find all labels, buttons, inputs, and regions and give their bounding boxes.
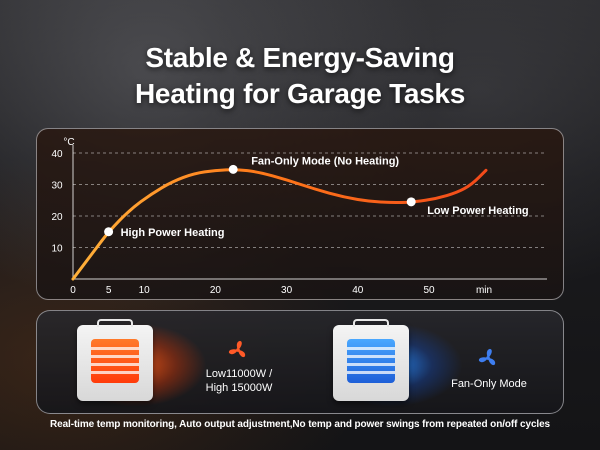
heater-handle (97, 319, 133, 327)
x-axis-label: min (476, 285, 492, 296)
x-tick-label: 40 (352, 285, 364, 296)
y-tick-label: 30 (51, 181, 63, 192)
y-tick-label: 40 (51, 149, 63, 160)
y-tick-label: 10 (51, 244, 63, 255)
heater-grille-hot (91, 339, 139, 383)
x-tick-label: 50 (423, 285, 435, 296)
x-tick-label: 10 (139, 285, 151, 296)
fan-blade (236, 340, 242, 350)
annotation-point (228, 164, 238, 174)
fan-blade (238, 350, 246, 358)
heat-mode-label-line2: High 15000W (205, 382, 273, 394)
x-tick-label: 0 (70, 285, 76, 296)
fan-icon-heat (228, 340, 246, 358)
annotation-label: High Power Heating (121, 227, 225, 239)
y-tick-label: 20 (51, 212, 63, 223)
annotation-point (104, 227, 114, 237)
fan-blade (228, 349, 238, 355)
heater-grille-cool (347, 339, 395, 383)
heater-handle (353, 319, 389, 327)
y-axis-label: °C (63, 137, 74, 148)
temperature-chart-panel: 10 20 30 40 °C 0 5 10 20 30 40 50 min High Power Heat… (36, 128, 564, 300)
fan-mode-label: Fan-Only Mode (451, 378, 527, 390)
footer-caption: Real-time temp monitoring, Auto output a… (49, 419, 551, 430)
series-line (71, 168, 488, 281)
fan-hub (236, 348, 240, 352)
x-tick-label: 20 (210, 285, 222, 296)
annotation-label: Fan-Only Mode (No Heating) (251, 155, 399, 167)
fan-hub (486, 356, 490, 360)
title-line-2: Heating for Garage Tasks (135, 78, 465, 109)
mode-comparison-panel: Low11000W / High 15000W Fan-Only Mode (36, 310, 564, 414)
fan-blade (478, 357, 488, 363)
title-line-1: Stable & Energy-Saving (145, 42, 455, 73)
x-tick-label: 30 (281, 285, 293, 296)
fan-blade (488, 358, 496, 366)
fan-icon-cool (478, 348, 496, 366)
page-title: Stable & Energy-Saving Heating for Garag… (0, 40, 600, 112)
heat-mode-label-line1: Low11000W / (205, 368, 273, 380)
heat-mode-label: Low11000W / High 15000W (197, 367, 281, 395)
heater-image-fan (333, 319, 409, 401)
annotation-label: Low Power Heating (427, 205, 528, 217)
heater-image-heating (77, 319, 153, 401)
x-tick-label: 5 (106, 285, 112, 296)
fan-blade (486, 348, 492, 358)
annotation-point (406, 197, 416, 207)
